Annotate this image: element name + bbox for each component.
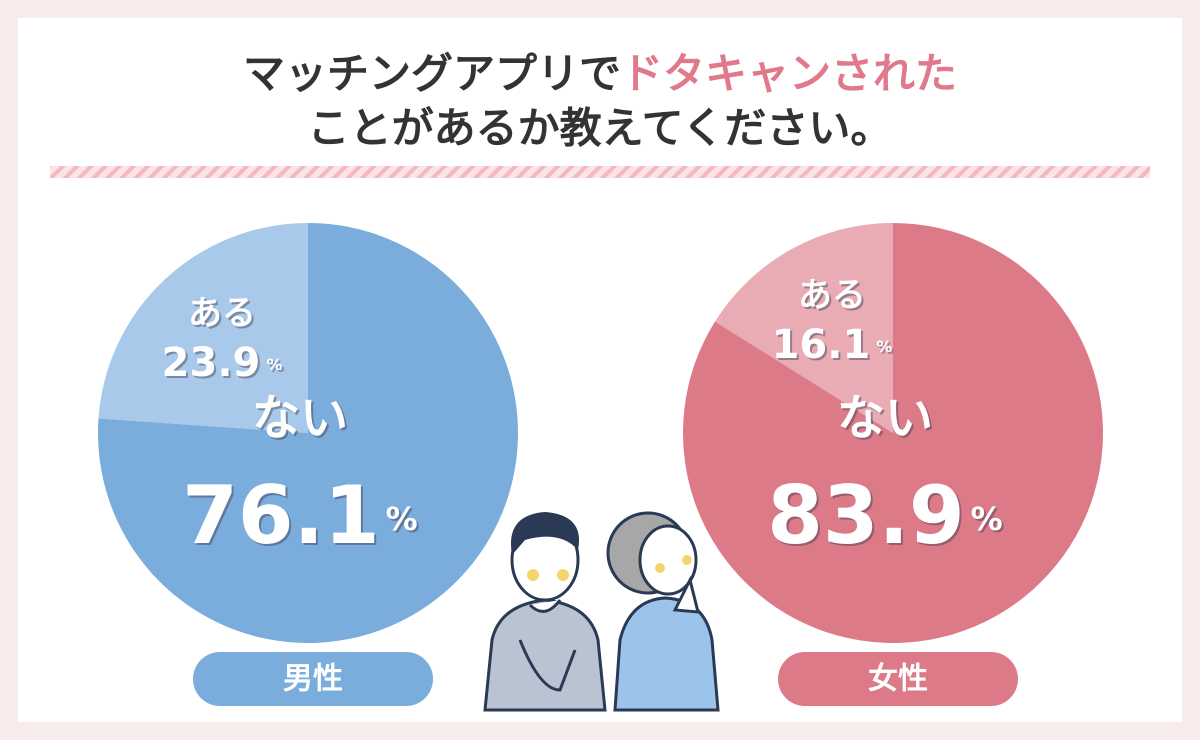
pie-slice <box>98 223 308 433</box>
title-part: マッチングアプリで <box>243 49 621 98</box>
value-unit: % <box>876 336 892 355</box>
divider <box>50 166 1150 178</box>
slice-category: ない <box>252 390 348 446</box>
pie-chart: ある 16.1 % ない 83.9 % 女性 <box>683 222 1103 706</box>
slice-value: 76.1% <box>182 469 417 562</box>
pie-slice <box>683 222 1103 644</box>
slice-value: 83.9% <box>767 469 1002 562</box>
slice-category: ある <box>798 275 866 315</box>
value-number: 16.1 <box>772 322 871 368</box>
group-label: 女性 <box>868 662 928 697</box>
value-number: 76.1 <box>182 469 379 562</box>
slice-value: 16.1% <box>772 322 893 368</box>
pie-slice <box>714 223 893 433</box>
title: マッチングアプリでドタキャンされた <box>243 49 957 98</box>
slice-value: 23.9% <box>162 340 283 386</box>
slice-category: ない <box>837 390 933 446</box>
illustration <box>483 511 720 712</box>
value-number: 23.9 <box>162 340 261 386</box>
value-unit: % <box>266 354 282 373</box>
value-number: 83.9 <box>767 469 964 562</box>
pie-slice <box>98 223 518 643</box>
group-pill <box>193 652 433 706</box>
group-pill <box>778 652 1018 706</box>
value-unit: % <box>386 500 418 538</box>
title: ことがあるか教えてください。 <box>308 104 893 153</box>
title-highlight: ドタキャンされた <box>621 49 957 98</box>
value-unit: % <box>971 500 1003 538</box>
slice-category: ある <box>188 293 256 333</box>
group-label: 男性 <box>283 662 343 697</box>
